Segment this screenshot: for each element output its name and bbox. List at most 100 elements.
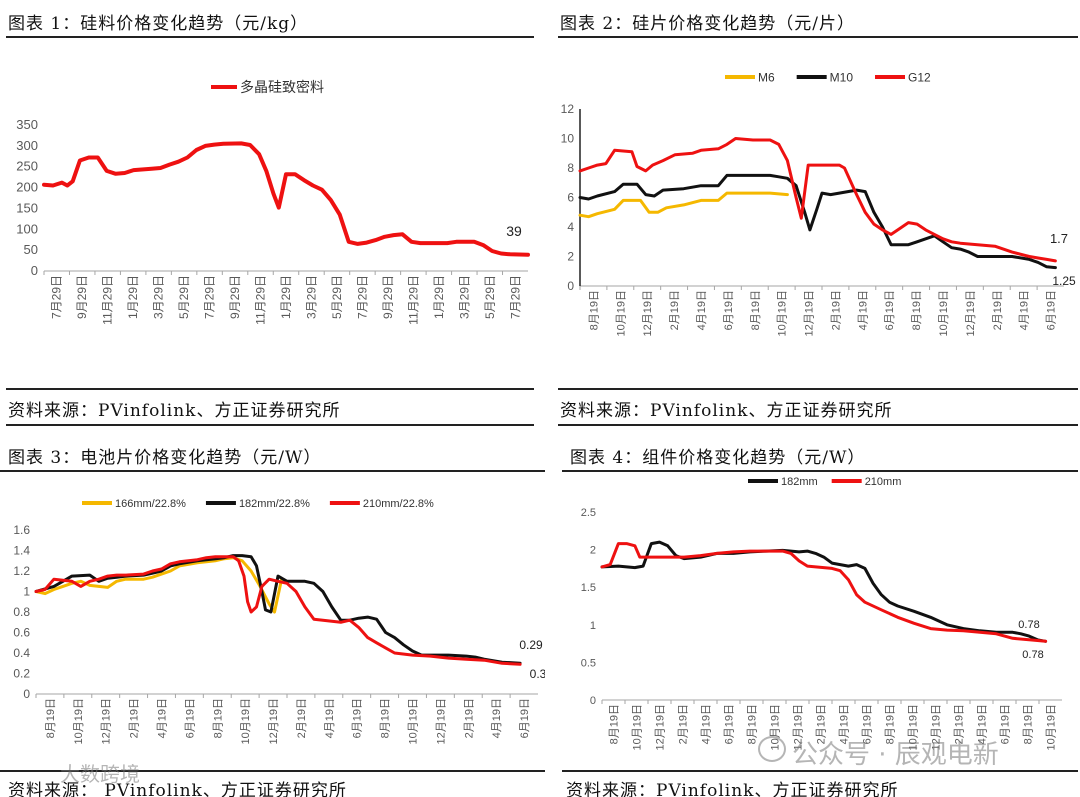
y-tick-label: 12 <box>561 102 575 116</box>
watermark-right: 公众号 · 辰观电新 <box>792 740 999 770</box>
x-tick-label: 9月29日 <box>75 275 89 319</box>
y-tick-label: 300 <box>16 138 38 153</box>
y-tick-label: 200 <box>16 180 38 195</box>
legend-label: 182mm/22.8% <box>239 498 310 510</box>
x-tick-label: 8月19日 <box>1023 704 1035 744</box>
x-tick-label: 11月29日 <box>101 275 115 325</box>
figure-2-source-rule <box>558 424 1078 426</box>
figure-4-source: 资料来源：PVinfolink、方正证券研究所 <box>566 781 899 797</box>
data-label: 1.7 <box>1050 231 1068 246</box>
y-tick-label: 2 <box>590 545 596 557</box>
chart-4: 0 0.5 1 1.5 2 2.5 8月19日 10月19日 12月19日 2月19日 4月19日 6… <box>581 476 1062 750</box>
x-tick-label: 12月19日 <box>655 704 667 750</box>
x-tick-label: 7月29日 <box>50 275 64 319</box>
x-tick-label: 10月19日 <box>240 698 252 744</box>
x-tick-label: 12月19日 <box>268 698 280 744</box>
figure-2-bottom-rule <box>558 388 1078 390</box>
data-label: 0.3 <box>530 667 545 681</box>
y-tick-label: 1 <box>590 620 596 632</box>
x-tick-label: 4月19日 <box>701 704 713 744</box>
chart-1: 0 50 100 150 200 250 300 350 7月29日 9月29日 11月29日 1月2… <box>16 79 530 325</box>
x-tick-label: 6月19日 <box>184 698 196 738</box>
x-tick-label: 12月19日 <box>804 290 816 336</box>
x-tick-label: 12月19日 <box>931 704 943 750</box>
watermark-left: 大数跨境 <box>60 762 140 786</box>
x-tick-label: 4月19日 <box>157 698 169 738</box>
x-tick-label: 4月19日 <box>696 290 708 330</box>
x-tick-label: 10月19日 <box>938 290 950 336</box>
x-tick-label: 6月19日 <box>519 698 531 738</box>
y-tick-label: 0.4 <box>13 646 30 660</box>
x-tick-label: 1月29日 <box>126 275 140 319</box>
x-tick-label: 2月19日 <box>669 290 681 330</box>
y-tick-label: 100 <box>16 221 38 236</box>
series-line-3 <box>34 555 522 666</box>
x-tick-label: 3月29日 <box>152 275 166 319</box>
x-tick-label: 10月19日 <box>908 704 920 750</box>
x-tick-label: 4月19日 <box>1019 290 1031 330</box>
figure-2-title: 图表 2：硅片价格变化趋势（元/片） <box>560 14 855 34</box>
x-tick-label: 2月19日 <box>954 704 966 744</box>
x-tick-label: 6月19日 <box>352 698 364 738</box>
x-tick-label: 8月19日 <box>885 704 897 744</box>
x-tick-label: 1月29日 <box>432 275 446 319</box>
figure-4-top-rule <box>562 470 1078 472</box>
data-label: 39 <box>506 223 522 239</box>
x-tick-label: 8月19日 <box>380 698 392 738</box>
x-tick-label: 10月19日 <box>777 290 789 336</box>
series-line-2 <box>34 554 522 665</box>
x-tick-label: 9月29日 <box>381 275 395 319</box>
chart-3: 0 0.2 0.4 0.6 0.8 1 1.2 1.4 1.6 8月19日 10月19日 12月19日… <box>13 498 545 745</box>
y-tick-label: 0.2 <box>13 667 30 681</box>
series-line-2 <box>600 542 1048 643</box>
legend-label: G12 <box>908 70 931 84</box>
y-tick-label: 0 <box>567 279 574 293</box>
x-tick-label: 3月29日 <box>304 275 318 319</box>
series-line-1 <box>600 540 1048 643</box>
wechat-icon <box>758 736 786 762</box>
x-tick-label: 12月19日 <box>642 290 654 336</box>
x-tick-label: 2月19日 <box>816 704 828 744</box>
x-tick-label: 9月29日 <box>228 275 242 319</box>
y-tick-label: 2.5 <box>581 507 596 519</box>
series-line-2 <box>578 173 1057 270</box>
x-tick-label: 4月19日 <box>839 704 851 744</box>
x-tick-label: 7月29日 <box>508 275 522 319</box>
x-tick-label: 10月19日 <box>632 704 644 750</box>
x-tick-label: 2月19日 <box>129 698 141 738</box>
y-tick-label: 0.5 <box>581 657 596 669</box>
x-tick-label: 4月19日 <box>977 704 989 744</box>
x-tick-label: 5月29日 <box>483 275 497 319</box>
x-tick-label: 6月19日 <box>1046 290 1058 330</box>
y-tick-label: 1.5 <box>581 582 596 594</box>
x-tick-label: 8月19日 <box>750 290 762 330</box>
figure-1-title: 图表 1：硅料价格变化趋势（元/kg） <box>8 14 309 34</box>
x-tick-label: 6月19日 <box>862 704 874 744</box>
y-tick-label: 0 <box>23 687 30 701</box>
data-label: 0.78 <box>1018 619 1039 631</box>
x-tick-label: 11月29日 <box>406 275 420 325</box>
x-tick-label: 10月19日 <box>1046 704 1058 750</box>
x-tick-label: 2月19日 <box>992 290 1004 330</box>
x-tick-label: 12月19日 <box>965 290 977 336</box>
x-tick-label: 7月29日 <box>355 275 369 319</box>
figure-3-top-rule <box>0 470 545 472</box>
y-tick-label: 50 <box>24 242 38 257</box>
chart-2: 0 2 4 6 8 10 12 8月19日 10月19日 12月19日 2月19日 4月19日 6月19… <box>561 70 1076 336</box>
x-tick-label: 10月19日 <box>408 698 420 744</box>
x-tick-label: 6月19日 <box>884 290 896 330</box>
y-tick-label: 1.6 <box>13 523 30 537</box>
legend-label: 210mm/22.8% <box>363 498 434 510</box>
x-tick-label: 10月19日 <box>73 698 85 744</box>
figure-3-title: 图表 3：电池片价格变化趋势（元/W） <box>8 448 322 468</box>
y-tick-label: 2 <box>567 250 574 264</box>
x-tick-label: 8月19日 <box>911 290 923 330</box>
figure-4-bottom-rule <box>562 770 1078 772</box>
data-label: 1.25 <box>1052 274 1076 288</box>
x-tick-label: 3月29日 <box>457 275 471 319</box>
x-tick-label: 8月19日 <box>45 698 57 738</box>
x-tick-label: 10月19日 <box>615 290 627 336</box>
x-tick-label: 5月29日 <box>177 275 191 319</box>
series-line-3 <box>578 137 1057 263</box>
x-tick-label: 7月29日 <box>203 275 217 319</box>
